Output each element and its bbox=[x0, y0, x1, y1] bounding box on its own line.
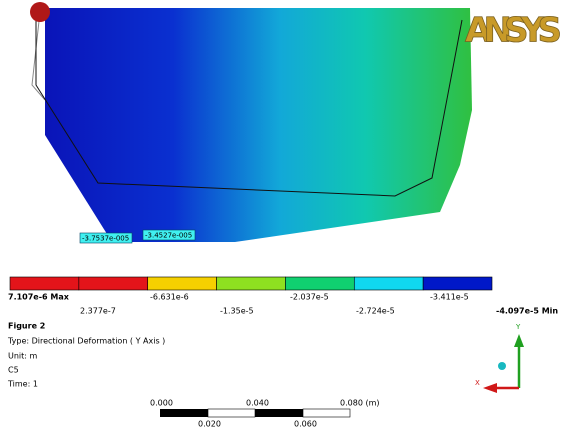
scale-bar bbox=[160, 409, 350, 417]
axis-triad: Y X bbox=[475, 323, 524, 393]
viewport: -3.7537e-005 -3.4527e-005 ANSYS 7.107e-6… bbox=[0, 0, 565, 430]
info-line: C5 bbox=[8, 366, 19, 375]
legend-label: -3.411e-5 bbox=[430, 293, 469, 302]
figure-title: Figure 2 bbox=[8, 322, 45, 331]
scale-label: 0.000 bbox=[150, 399, 173, 408]
legend-swatch bbox=[79, 277, 148, 290]
legend-label: -6.631e-6 bbox=[150, 293, 189, 302]
z-axis bbox=[498, 362, 506, 370]
deformed-body bbox=[45, 8, 472, 242]
probe-label: -3.7537e-005 bbox=[82, 235, 129, 243]
scale-label: 0.060 bbox=[294, 420, 317, 429]
info-line: Time: 1 bbox=[7, 380, 38, 389]
legend-label: -2.724e-5 bbox=[356, 307, 395, 316]
legend bbox=[10, 277, 492, 290]
scale-segment bbox=[303, 409, 350, 417]
legend-swatch bbox=[148, 277, 217, 290]
probe-label: -3.4527e-005 bbox=[145, 232, 192, 240]
x-arrowhead bbox=[483, 383, 497, 393]
legend-label: -1.35e-5 bbox=[220, 307, 254, 316]
page: { "logo": "ANSYS", "probes": ["-3.7537e-… bbox=[0, 0, 565, 430]
scale-label: 0.080 (m) bbox=[340, 399, 379, 408]
scale-label: 0.040 bbox=[246, 399, 269, 408]
legend-swatch bbox=[285, 277, 354, 290]
sphere bbox=[30, 2, 50, 22]
legend-label: -2.037e-5 bbox=[290, 293, 329, 302]
legend-swatch bbox=[354, 277, 423, 290]
legend-swatch bbox=[217, 277, 286, 290]
legend-swatch bbox=[10, 277, 79, 290]
scale-label: 0.020 bbox=[198, 420, 221, 429]
scale-segment bbox=[208, 409, 255, 417]
info-line: Type: Directional Deformation ( Y Axis ) bbox=[7, 337, 165, 346]
legend-swatch bbox=[423, 277, 492, 290]
scale-segment bbox=[160, 409, 208, 417]
scale-segment bbox=[255, 409, 303, 417]
legend-label: 2.377e-7 bbox=[80, 307, 116, 316]
undeformed-edge bbox=[32, 12, 45, 100]
legend-label: 7.107e-6 Max bbox=[8, 293, 70, 302]
info-line: Unit: m bbox=[8, 352, 38, 361]
legend-label: -4.097e-5 Min bbox=[496, 307, 558, 316]
axis-label: Y bbox=[515, 323, 521, 331]
axis-label: X bbox=[475, 379, 480, 387]
y-arrowhead bbox=[514, 334, 524, 347]
logo: ANSYS bbox=[465, 11, 560, 51]
